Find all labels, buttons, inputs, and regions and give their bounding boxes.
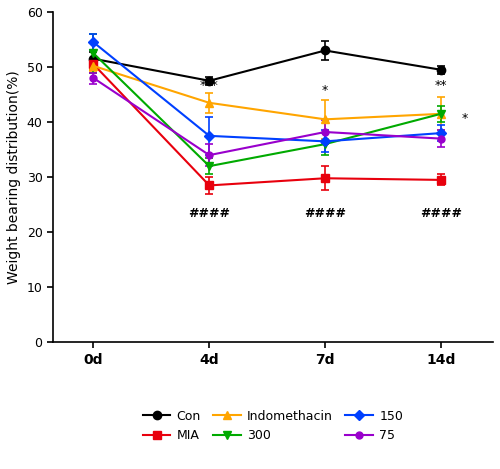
Text: ####: #### (304, 207, 346, 220)
Text: ***: *** (200, 79, 218, 92)
Text: *: * (322, 84, 328, 97)
Legend: Con, MIA, Indomethacin, 300, 150, 75: Con, MIA, Indomethacin, 300, 150, 75 (138, 405, 408, 447)
Text: ####: #### (420, 207, 462, 220)
Text: *: * (462, 112, 468, 125)
Y-axis label: Weight bearing distribution(%): Weight bearing distribution(%) (7, 70, 21, 284)
Text: **: ** (434, 79, 447, 92)
Text: ####: #### (188, 207, 230, 220)
